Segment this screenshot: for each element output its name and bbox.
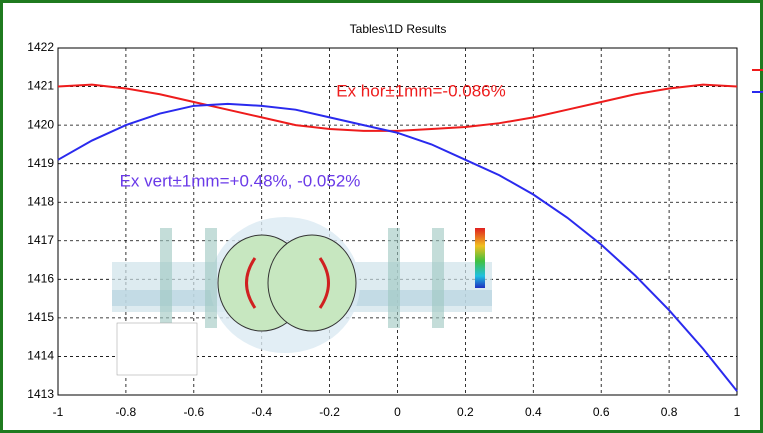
x-tick-label: 0.8 [661,405,678,419]
y-tick-label: 1419 [27,156,54,170]
x-tick-label: -1 [53,405,64,419]
x-tick-label: 0.2 [457,405,474,419]
chart-title: Tables\1D Results [350,22,447,36]
y-tick-label: 1421 [27,79,54,93]
chart: Tables\1D Results 1413 1414 1415 1416 1417 14… [0,0,763,433]
x-tick-label: -0.8 [116,405,137,419]
x-tick-label: -0.2 [319,405,340,419]
x-tick-label: 0.6 [593,405,610,419]
y-tick-label: 1420 [27,117,54,131]
y-tick-label: 1422 [27,40,54,54]
x-tick-label: -0.4 [251,405,272,419]
y-tick-label: 1415 [27,310,54,324]
y-tick-label: 1418 [27,194,54,208]
y-tick-label: 1417 [27,233,54,247]
y-tick-label: 1414 [27,349,54,363]
x-tick-label: 0 [394,405,401,419]
frame [2,2,762,432]
x-tick-label: -0.6 [183,405,204,419]
y-tick-label: 1416 [27,272,54,286]
annotation: Ex vert±1mm=+0.48%, -0.052% [120,171,361,190]
y-tick-label: 1413 [27,387,54,401]
x-tick-label: 1 [734,405,741,419]
x-tick-label: 0.4 [525,405,542,419]
annotation: Ex hor±1mm=-0.086% [336,81,506,100]
